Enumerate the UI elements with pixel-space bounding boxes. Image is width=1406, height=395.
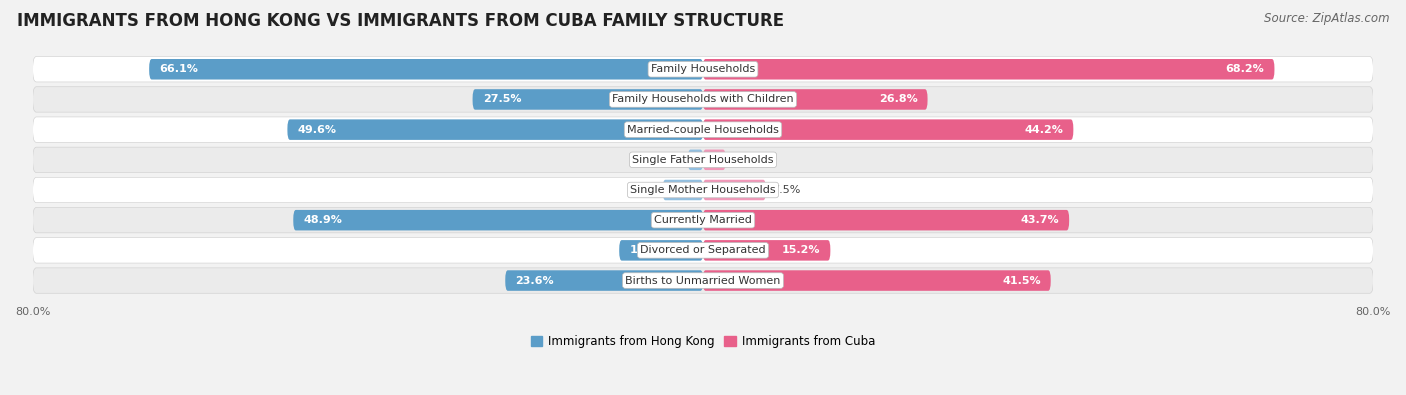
Text: 68.2%: 68.2%	[1226, 64, 1264, 74]
Text: 66.1%: 66.1%	[159, 64, 198, 74]
Text: Family Households: Family Households	[651, 64, 755, 74]
Text: 49.6%: 49.6%	[298, 125, 336, 135]
FancyBboxPatch shape	[619, 240, 703, 261]
Text: Currently Married: Currently Married	[654, 215, 752, 225]
Text: Single Father Households: Single Father Households	[633, 155, 773, 165]
Text: 7.5%: 7.5%	[772, 185, 801, 195]
Text: Single Mother Households: Single Mother Households	[630, 185, 776, 195]
FancyBboxPatch shape	[472, 89, 703, 110]
FancyBboxPatch shape	[294, 210, 703, 230]
Text: 44.2%: 44.2%	[1025, 125, 1063, 135]
FancyBboxPatch shape	[703, 180, 766, 200]
Text: IMMIGRANTS FROM HONG KONG VS IMMIGRANTS FROM CUBA FAMILY STRUCTURE: IMMIGRANTS FROM HONG KONG VS IMMIGRANTS …	[17, 12, 785, 30]
Text: 43.7%: 43.7%	[1021, 215, 1059, 225]
Text: 10.0%: 10.0%	[630, 245, 668, 256]
FancyBboxPatch shape	[32, 147, 1374, 173]
FancyBboxPatch shape	[287, 119, 703, 140]
Text: 48.9%: 48.9%	[304, 215, 342, 225]
FancyBboxPatch shape	[703, 270, 1050, 291]
Legend: Immigrants from Hong Kong, Immigrants from Cuba: Immigrants from Hong Kong, Immigrants fr…	[526, 331, 880, 353]
FancyBboxPatch shape	[32, 268, 1374, 293]
Text: Source: ZipAtlas.com: Source: ZipAtlas.com	[1264, 12, 1389, 25]
FancyBboxPatch shape	[703, 59, 1274, 79]
Text: Divorced or Separated: Divorced or Separated	[640, 245, 766, 256]
Text: Married-couple Households: Married-couple Households	[627, 125, 779, 135]
FancyBboxPatch shape	[149, 59, 703, 79]
Text: 2.7%: 2.7%	[733, 155, 761, 165]
FancyBboxPatch shape	[703, 89, 928, 110]
FancyBboxPatch shape	[703, 210, 1069, 230]
Text: 4.8%: 4.8%	[627, 185, 657, 195]
Text: 23.6%: 23.6%	[516, 276, 554, 286]
FancyBboxPatch shape	[688, 150, 703, 170]
FancyBboxPatch shape	[32, 87, 1374, 112]
Text: 15.2%: 15.2%	[782, 245, 820, 256]
FancyBboxPatch shape	[32, 177, 1374, 203]
FancyBboxPatch shape	[32, 117, 1374, 142]
FancyBboxPatch shape	[703, 119, 1073, 140]
FancyBboxPatch shape	[32, 56, 1374, 82]
FancyBboxPatch shape	[703, 150, 725, 170]
FancyBboxPatch shape	[505, 270, 703, 291]
Text: 41.5%: 41.5%	[1002, 276, 1040, 286]
FancyBboxPatch shape	[32, 207, 1374, 233]
Text: 1.8%: 1.8%	[652, 155, 682, 165]
FancyBboxPatch shape	[703, 240, 831, 261]
FancyBboxPatch shape	[662, 180, 703, 200]
Text: 26.8%: 26.8%	[879, 94, 918, 104]
Text: 27.5%: 27.5%	[482, 94, 522, 104]
Text: Family Households with Children: Family Households with Children	[612, 94, 794, 104]
FancyBboxPatch shape	[32, 238, 1374, 263]
Text: Births to Unmarried Women: Births to Unmarried Women	[626, 276, 780, 286]
